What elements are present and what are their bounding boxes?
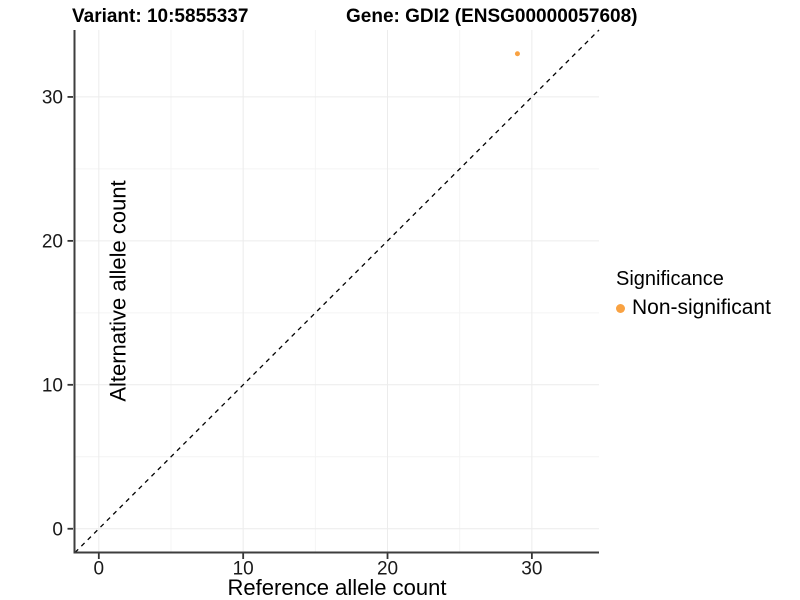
data-point <box>514 51 520 57</box>
y-tick-label: 10 <box>42 375 63 396</box>
y-axis-title: Alternative allele count <box>105 180 131 402</box>
y-tick-label: 0 <box>52 519 63 540</box>
legend-title: Significance <box>616 268 724 290</box>
legend-item-non-significant: Non-significant <box>616 296 771 320</box>
y-tick-label: 30 <box>42 87 63 108</box>
variant-title: Variant: 10:5855337 <box>72 6 249 27</box>
y-tick-label: 20 <box>42 231 63 252</box>
x-tick-label: 10 <box>233 559 254 580</box>
x-tick-label: 30 <box>521 559 542 580</box>
identity-line <box>74 29 600 553</box>
gene-title: Gene: GDI2 (ENSG00000057608) <box>346 6 638 27</box>
legend-point-icon <box>616 303 625 313</box>
legend: Significance Non-significant <box>616 268 771 320</box>
x-tick-label: 20 <box>377 559 398 580</box>
x-tick-label: 0 <box>94 559 105 580</box>
legend-item-label: Non-significant <box>632 296 771 319</box>
x-axis-title: Reference allele count <box>227 575 447 600</box>
